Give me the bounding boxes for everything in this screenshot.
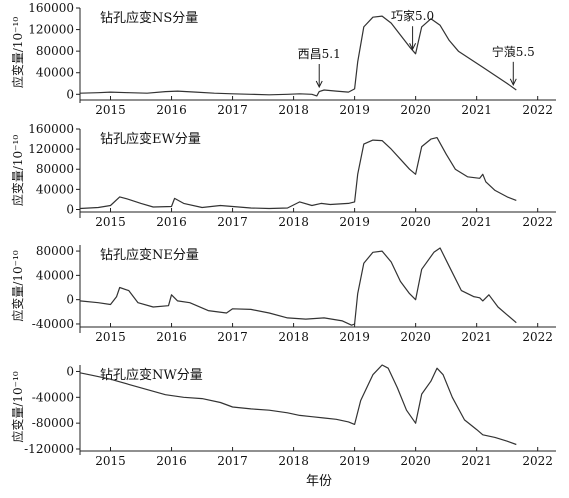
x-tick-label: 2018	[278, 454, 309, 468]
series-line	[79, 137, 517, 210]
x-tick-label: 2021	[461, 103, 492, 117]
x-axis-title: 年份	[306, 474, 332, 489]
y-axis-label: 应变量/10⁻¹⁰	[10, 250, 25, 321]
x-tick-label: 2022	[522, 103, 553, 117]
y-tick-label: -40000	[32, 317, 74, 331]
series-line	[79, 364, 517, 446]
y-axis-label: 应变量/10⁻¹⁰	[10, 17, 25, 88]
x-tick-label: 2021	[461, 330, 492, 344]
x-tick-label: 2019	[339, 330, 370, 344]
x-tick-label: 2022	[522, 454, 553, 468]
x-tick-label: 2019	[339, 103, 370, 117]
x-tick-label: 2018	[278, 330, 309, 344]
x-tick-label: 2016	[156, 330, 187, 344]
x-tick-label: 2020	[400, 330, 431, 344]
y-tick-label: 80000	[36, 44, 74, 58]
x-tick-label: 2015	[95, 215, 126, 229]
y-tick-label: 0	[66, 293, 74, 307]
x-tick-label: 2019	[339, 454, 370, 468]
series-line	[79, 247, 517, 326]
x-tick-label: 2020	[400, 103, 431, 117]
y-tick-label: 40000	[36, 182, 74, 196]
y-tick-label: 120000	[28, 23, 74, 37]
annotation-arrowhead	[315, 80, 323, 89]
x-tick-label: 2015	[95, 103, 126, 117]
x-tick-label: 2017	[217, 103, 248, 117]
x-tick-label: 2018	[278, 103, 309, 117]
x-tick-label: 2016	[156, 454, 187, 468]
panel-title: 钻孔应变NS分量	[100, 10, 198, 26]
x-tick-label: 2018	[278, 215, 309, 229]
y-tick-label: -40000	[32, 390, 74, 404]
event-annotation-label: 宁蒗5.5	[492, 44, 535, 59]
x-tick-label: 2017	[217, 215, 248, 229]
y-tick-label: 0	[66, 87, 74, 101]
event-annotation-label: 西昌5.1	[298, 47, 341, 61]
y-axis-label: 应变量/10⁻¹⁰	[10, 371, 25, 442]
y-axis-label: 应变量/10⁻¹⁰	[10, 135, 25, 206]
y-tick-label: 160000	[28, 122, 74, 136]
panel-title: 钻孔应变NW分量	[100, 367, 203, 383]
y-tick-label: 0	[66, 202, 74, 216]
x-tick-label: 2022	[522, 330, 553, 344]
y-tick-label: 80000	[36, 244, 74, 258]
y-tick-label: 80000	[36, 162, 74, 176]
y-tick-label: -80000	[32, 416, 74, 430]
x-tick-label: 2022	[522, 215, 553, 229]
x-tick-label: 2021	[461, 215, 492, 229]
x-tick-label: 2015	[95, 454, 126, 468]
y-tick-label: -120000	[24, 442, 74, 456]
x-tick-label: 2020	[400, 215, 431, 229]
y-tick-label: 0	[66, 364, 74, 378]
x-tick-label: 2016	[156, 103, 187, 117]
x-tick-label: 2017	[217, 454, 248, 468]
annotation-arrowhead	[409, 43, 417, 51]
event-annotation-label: 巧家5.0	[391, 8, 434, 23]
x-tick-label: 2017	[217, 330, 248, 344]
series-line	[79, 15, 517, 97]
y-tick-label: 40000	[36, 268, 74, 282]
x-tick-label: 2015	[95, 330, 126, 344]
x-tick-label: 2021	[461, 454, 492, 468]
x-tick-label: 2016	[156, 215, 187, 229]
annotation-arrowhead	[509, 78, 517, 86]
x-tick-label: 2020	[400, 454, 431, 468]
y-tick-label: 120000	[28, 142, 74, 156]
x-tick-label: 2019	[339, 215, 370, 229]
panel-title: 钻孔应变EW分量	[100, 131, 201, 147]
y-tick-label: 160000	[28, 1, 74, 15]
panel-title: 钻孔应变NE分量	[100, 247, 199, 263]
y-tick-label: 40000	[36, 66, 74, 80]
